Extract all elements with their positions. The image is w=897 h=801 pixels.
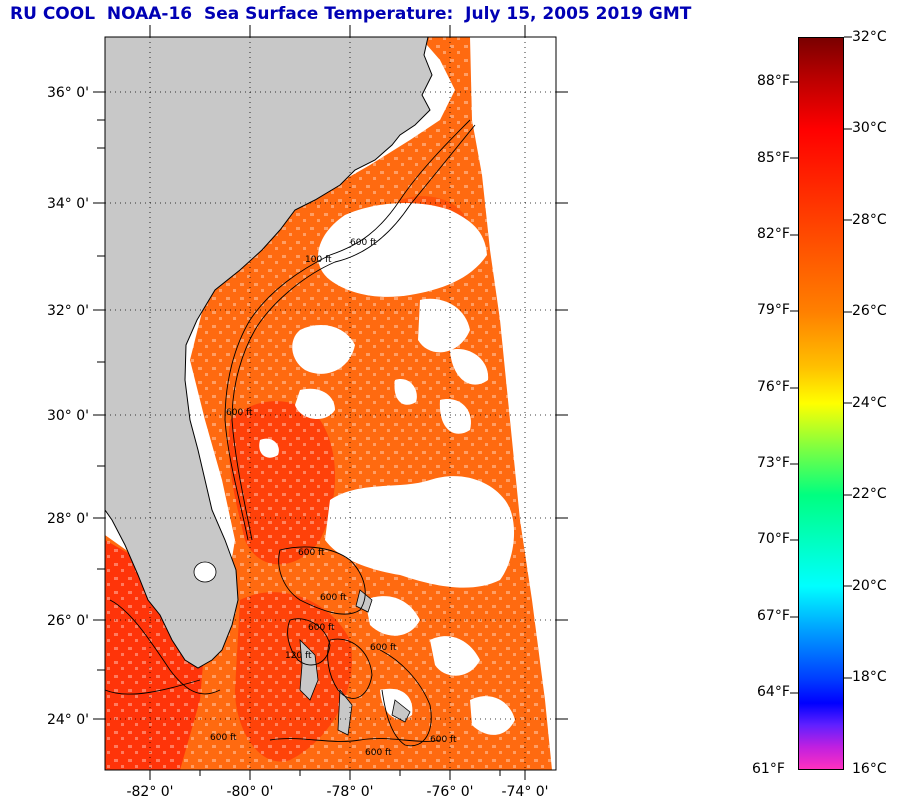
lake-okeechobee bbox=[193, 561, 217, 583]
contour-label: 600 ft bbox=[350, 238, 377, 248]
contour-label: 600 ft bbox=[210, 733, 237, 743]
colorbar-fahrenheit-label: 82°F bbox=[757, 226, 790, 242]
colorbar-fahrenheit-label: 61°F bbox=[752, 761, 785, 777]
lat-label: 28° 0' bbox=[47, 511, 89, 527]
contour-label: 100 ft bbox=[305, 255, 332, 265]
contour-label: 600 ft bbox=[365, 748, 392, 758]
lat-label: 30° 0' bbox=[47, 408, 89, 424]
contour-label: 600 ft bbox=[370, 643, 397, 653]
lat-label: 34° 0' bbox=[47, 196, 89, 212]
colorbar bbox=[798, 37, 844, 770]
colorbar-celsius-label: 18°C bbox=[852, 669, 887, 685]
contour-label: 600 ft bbox=[226, 408, 253, 418]
colorbar-celsius-label: 32°C bbox=[852, 29, 887, 45]
lat-label: 32° 0' bbox=[47, 303, 89, 319]
colorbar-celsius-label: 26°C bbox=[852, 303, 887, 319]
colorbar-celsius-label: 16°C bbox=[852, 761, 887, 777]
colorbar-fahrenheit-label: 88°F bbox=[757, 73, 790, 89]
lat-label: 36° 0' bbox=[47, 85, 89, 101]
colorbar-celsius-label: 22°C bbox=[852, 486, 887, 502]
lon-label: -78° 0' bbox=[326, 784, 373, 800]
lon-label: -76° 0' bbox=[426, 784, 473, 800]
contour-label: 600 ft bbox=[430, 735, 457, 745]
depth-contours bbox=[105, 119, 476, 747]
lon-label: -82° 0' bbox=[126, 784, 173, 800]
contour-label: 600 ft bbox=[320, 593, 347, 603]
land-mass bbox=[105, 37, 433, 669]
colorbar-fahrenheit-label: 73°F bbox=[757, 455, 790, 471]
graticule bbox=[105, 37, 556, 770]
lon-label: -74° 0' bbox=[501, 784, 548, 800]
colorbar-celsius-label: 28°C bbox=[852, 212, 887, 228]
colorbar-fahrenheit-label: 67°F bbox=[757, 608, 790, 624]
lon-label: -80° 0' bbox=[226, 784, 273, 800]
contour-label: 600 ft bbox=[308, 623, 335, 633]
colorbar-celsius-label: 20°C bbox=[852, 578, 887, 594]
colorbar-fahrenheit-label: 85°F bbox=[757, 150, 790, 166]
lat-label: 24° 0' bbox=[47, 712, 89, 728]
colorbar-fahrenheit-label: 64°F bbox=[757, 684, 790, 700]
colorbar-fahrenheit-label: 79°F bbox=[757, 302, 790, 318]
map-title: RU COOL NOAA-16 Sea Surface Temperature:… bbox=[10, 4, 692, 24]
lat-label: 26° 0' bbox=[47, 613, 89, 629]
contour-label: 600 ft bbox=[298, 548, 325, 558]
colorbar-fahrenheit-label: 70°F bbox=[757, 531, 790, 547]
contour-label: 120 ft bbox=[285, 651, 312, 661]
colorbar-celsius-label: 30°C bbox=[852, 120, 887, 136]
axis-ticks bbox=[93, 25, 568, 780]
colorbar-fahrenheit-label: 76°F bbox=[757, 379, 790, 395]
colorbar-celsius-label: 24°C bbox=[852, 395, 887, 411]
